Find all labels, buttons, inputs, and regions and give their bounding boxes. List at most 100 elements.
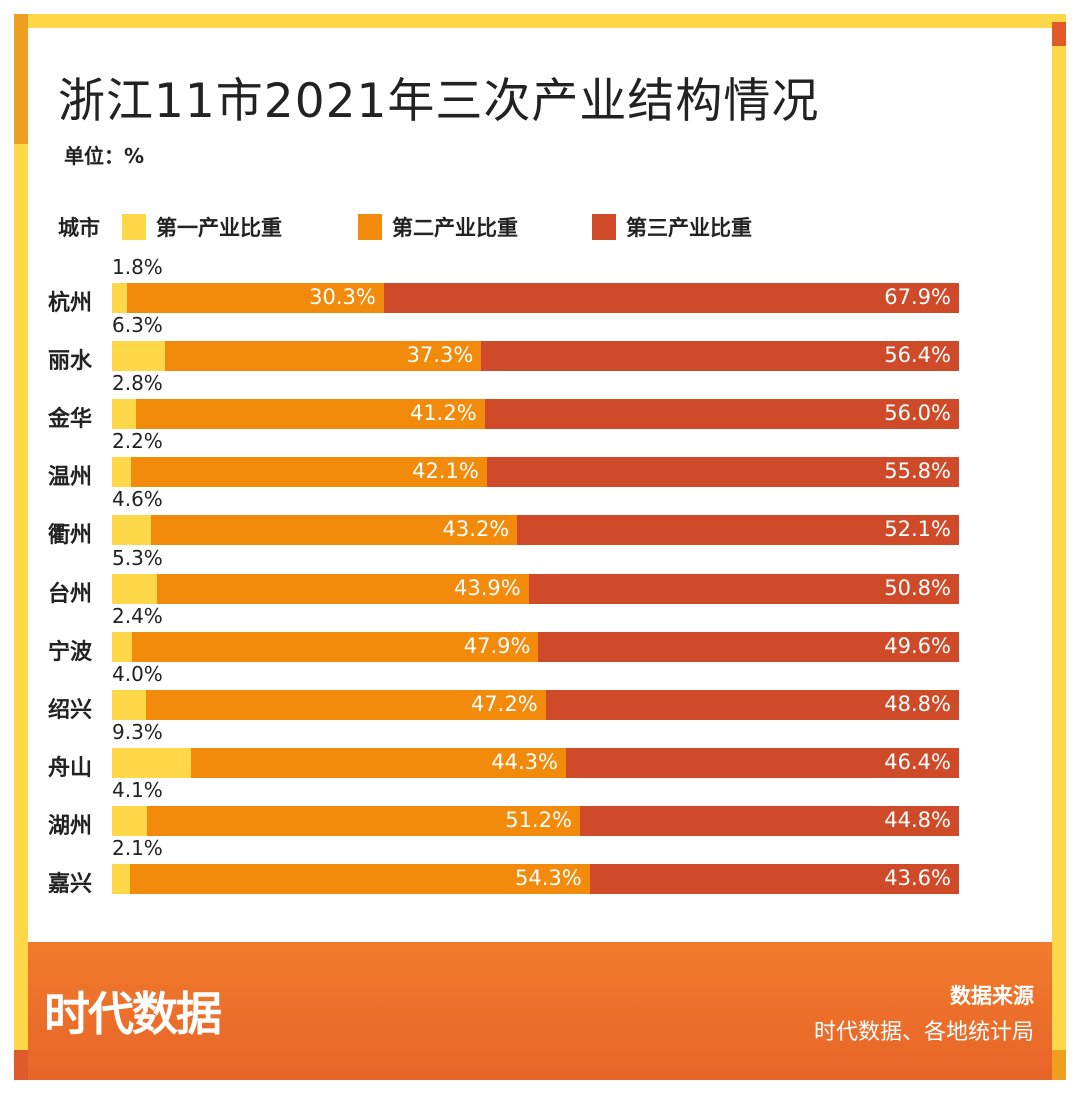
data-label-primary: 5.3% — [112, 546, 163, 570]
legend-label-primary: 第一产业比重 — [156, 216, 282, 240]
data-label-secondary: 54.3% — [514, 866, 582, 890]
bar-segment-secondary — [127, 283, 384, 313]
data-label-tertiary: 52.1% — [884, 517, 951, 541]
bar-segment-tertiary — [589, 864, 959, 894]
data-label-secondary: 43.9% — [454, 576, 521, 600]
category-label: 湖州 — [48, 814, 93, 839]
data-label-primary: 6.3% — [112, 313, 163, 337]
category-label: 台州 — [48, 582, 93, 607]
source-text: 时代数据、各地统计局 — [813, 1020, 1034, 1045]
bar-segment-secondary — [190, 748, 566, 778]
bar-segment-primary — [112, 864, 130, 894]
data-label-primary: 2.2% — [112, 429, 163, 453]
bar-segment-primary — [112, 574, 157, 604]
category-label: 宁波 — [48, 640, 93, 665]
bar-segment-primary — [112, 399, 136, 429]
data-label-primary: 1.8% — [112, 255, 163, 279]
data-label-tertiary: 55.8% — [884, 459, 951, 483]
data-label-secondary: 47.9% — [463, 634, 531, 658]
data-label-primary: 2.4% — [112, 604, 163, 628]
legend-item-primary: 第一产业比重 — [122, 212, 282, 242]
legend-item-secondary: 第二产业比重 — [358, 212, 518, 242]
bar-segment-primary — [112, 515, 151, 545]
border-accent — [14, 1050, 28, 1080]
bar-segment-tertiary — [481, 341, 959, 371]
bar-segment-tertiary — [565, 748, 959, 778]
category-label: 温州 — [48, 465, 93, 490]
bar-segment-primary — [112, 341, 166, 371]
data-label-secondary: 51.2% — [505, 808, 572, 832]
category-label: 绍兴 — [48, 698, 93, 723]
data-label-secondary: 41.2% — [409, 401, 477, 425]
data-label-tertiary: 46.4% — [884, 750, 951, 774]
data-label-tertiary: 56.4% — [884, 343, 951, 367]
footer-band — [28, 942, 1052, 1080]
chart-title: 浙江11市2021年三次产业结构情况 — [58, 74, 820, 129]
category-label: 金华 — [48, 407, 93, 432]
brand-logo: 时代数据 — [44, 987, 222, 1041]
data-label-tertiary: 50.8% — [884, 576, 951, 600]
data-label-secondary: 43.2% — [442, 517, 510, 541]
data-label-tertiary: 43.6% — [884, 866, 951, 890]
data-label-tertiary: 56.0% — [884, 401, 951, 425]
bar-segment-secondary — [135, 399, 485, 429]
legend-swatch-primary — [122, 214, 146, 240]
bar-segment-primary — [112, 457, 131, 487]
bar-segment-secondary — [151, 515, 518, 545]
bar-segment-primary — [112, 632, 133, 662]
data-label-primary: 4.0% — [112, 662, 163, 686]
data-label-primary: 4.6% — [112, 487, 163, 511]
bar-segment-secondary — [132, 632, 539, 662]
bar-segment-primary — [112, 806, 147, 836]
bar-segment-primary — [112, 690, 146, 720]
data-label-secondary: 37.3% — [406, 343, 474, 367]
bar-segment-tertiary — [486, 457, 959, 487]
bar-segment-tertiary — [528, 574, 959, 604]
category-label: 衢州 — [48, 523, 93, 548]
bar-segment-tertiary — [484, 399, 959, 429]
bar-segment-tertiary — [538, 632, 959, 662]
category-label: 舟山 — [48, 756, 93, 781]
data-label-secondary: 30.3% — [309, 285, 376, 309]
border-accent — [1052, 1050, 1066, 1080]
border-accent — [1052, 22, 1066, 46]
data-label-secondary: 44.3% — [491, 750, 558, 774]
bar-segment-primary — [112, 748, 191, 778]
bar-segment-secondary — [165, 341, 482, 371]
data-label-tertiary: 49.6% — [884, 634, 951, 658]
border-accent — [14, 14, 28, 144]
data-label-secondary: 47.2% — [470, 692, 538, 716]
legend-city-text: 城市 — [58, 216, 100, 240]
legend-swatch-tertiary — [592, 214, 616, 240]
data-label-primary: 4.1% — [112, 778, 163, 802]
bar-segment-secondary — [145, 690, 546, 720]
bar-segment-secondary — [156, 574, 529, 604]
bar-segment-primary — [112, 283, 128, 313]
bar-segment-secondary — [146, 806, 580, 836]
legend-label-tertiary: 第三产业比重 — [626, 216, 752, 240]
data-label-primary: 2.8% — [112, 371, 163, 395]
data-label-tertiary: 67.9% — [884, 285, 951, 309]
legend-city-label: 城市 — [58, 212, 100, 242]
bar-segment-tertiary — [517, 515, 959, 545]
bar-segment-secondary — [130, 457, 487, 487]
data-label-primary: 2.1% — [112, 836, 163, 860]
legend-swatch-secondary — [358, 214, 382, 240]
bar-segment-tertiary — [545, 690, 959, 720]
legend-item-tertiary: 第三产业比重 — [592, 212, 752, 242]
bar-segment-secondary — [129, 864, 590, 894]
data-label-secondary: 42.1% — [412, 459, 479, 483]
category-label: 丽水 — [48, 349, 93, 374]
legend-label-secondary: 第二产业比重 — [392, 216, 518, 240]
source-title: 数据来源 — [950, 984, 1034, 1008]
data-label-tertiary: 48.8% — [884, 692, 951, 716]
unit-label: 单位：% — [64, 144, 145, 168]
data-label-tertiary: 44.8% — [884, 808, 951, 832]
data-label-primary: 9.3% — [112, 720, 163, 744]
category-label: 嘉兴 — [48, 872, 93, 897]
bar-segment-tertiary — [383, 283, 959, 313]
bar-segment-tertiary — [579, 806, 959, 836]
category-label: 杭州 — [48, 291, 93, 316]
